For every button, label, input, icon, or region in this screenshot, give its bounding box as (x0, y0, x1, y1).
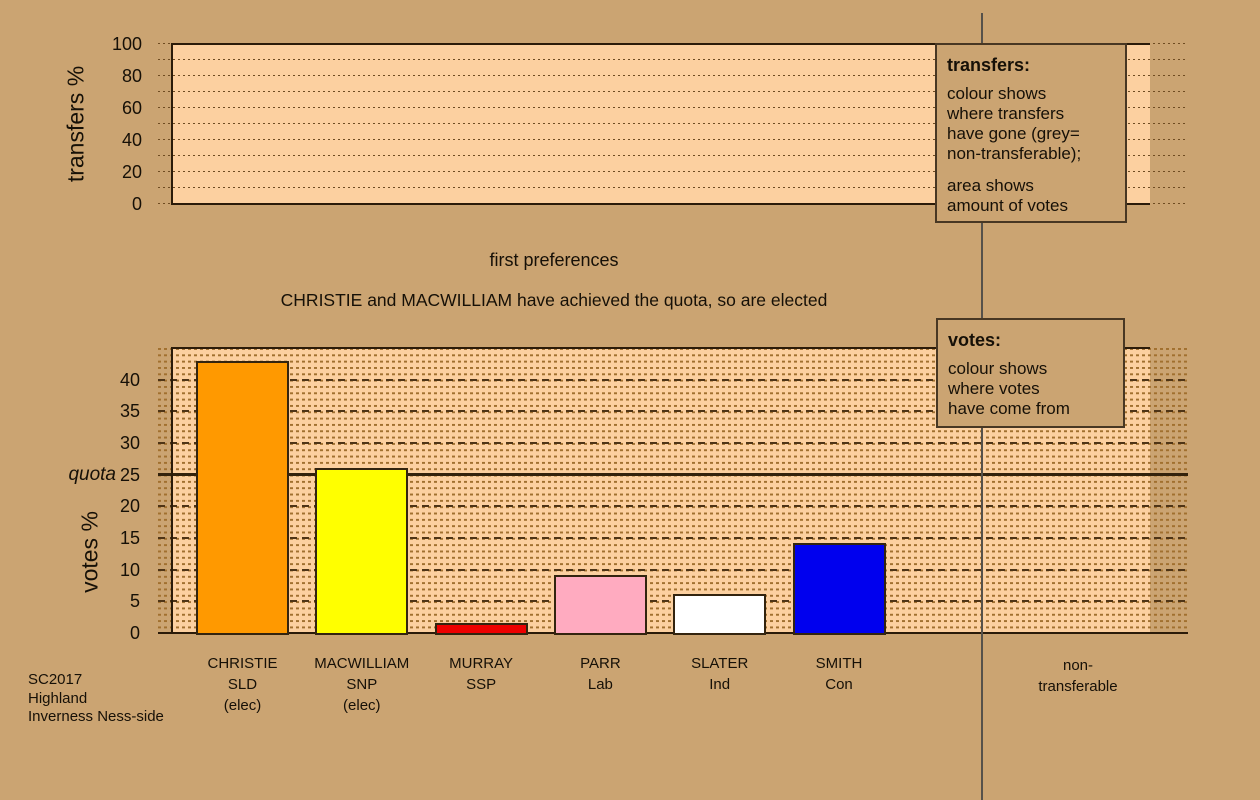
transfers-legend-title: transfers: (947, 55, 1031, 75)
transfers-top-line (172, 43, 1150, 45)
bar-CHRISTIE (196, 361, 289, 635)
votes-legend-box: votes: colour shows where votes have com… (936, 318, 1125, 428)
transfers-ytick-20: 20 (121, 162, 142, 182)
transfers-y-axis (171, 43, 173, 205)
votes-legend-body: colour shows where votes have come from (948, 359, 1070, 418)
transfers-baseline (172, 203, 1150, 205)
votes-ytick-20: 20 (119, 496, 140, 517)
votes-gridline-15 (158, 537, 1188, 539)
category-label-PARR: PARR Lab (580, 655, 621, 693)
transfers-gridline-50 (158, 123, 1188, 124)
votes-y-axis (171, 347, 173, 634)
category-label-CHRISTIE: CHRISTIE SLD (elec) (207, 655, 278, 714)
transfers-y-axis-title: transfers % (62, 65, 89, 183)
votes-gridline-20 (158, 505, 1188, 508)
transfers-gridline-80 (158, 75, 1188, 76)
election-id-text: SC2017 Highland Inverness Ness-side (28, 671, 164, 725)
votes-ytick-5: 5 (129, 591, 140, 612)
bar-MURRAY (434, 622, 528, 635)
transfers-legend-body-1: colour shows where transfers have gone (… (947, 84, 1082, 163)
votes-ytick-15: 15 (119, 528, 140, 548)
votes-ytick-10: 10 (119, 559, 140, 580)
transfers-gridline-10 (158, 187, 1188, 188)
bar-SLATER (673, 593, 767, 635)
stage-title: first preferences (489, 250, 619, 270)
votes-ytick-30: 30 (119, 433, 140, 453)
transfers-gridline-40 (158, 139, 1188, 140)
votes-legend-title: votes: (948, 330, 1002, 350)
votes-gridline-35 (158, 410, 1188, 413)
votes-baseline (158, 632, 1188, 634)
votes-ytick-0: 0 (129, 623, 140, 643)
votes-gridline-30 (158, 442, 1188, 444)
votes-top-line (172, 347, 1150, 349)
votes-gridline-5 (158, 600, 1188, 603)
bar-MACWILLIAM (315, 468, 409, 635)
transfers-legend-box: transfers: colour shows where transfers … (935, 43, 1127, 223)
transfers-ytick-0: 0 (131, 194, 142, 214)
transfers-legend-body-2: area shows amount of votes (947, 176, 1068, 215)
bar-PARR (553, 575, 647, 635)
category-label-MURRAY: MURRAY SSP (449, 655, 514, 693)
category-label-non-transferable: non- transferable (1038, 657, 1118, 695)
transfers-gridline-60 (158, 107, 1188, 108)
transfers-ytick-60: 60 (121, 98, 142, 118)
transfers-ytick-40: 40 (121, 130, 142, 150)
votes-ytick-40: 40 (119, 369, 140, 390)
transfers-gridline-90 (158, 59, 1188, 60)
transfers-gridline-70 (158, 91, 1188, 92)
bar-SMITH (792, 543, 886, 635)
category-label-SMITH: SMITH Con (815, 655, 863, 693)
votes-gridline-10 (158, 568, 1188, 571)
stage-subtitle: CHRISTIE and MACWILLIAM have achieved th… (280, 290, 828, 310)
votes-gridline-40 (158, 378, 1188, 381)
transfers-ytick-100: 100 (111, 34, 142, 54)
quota-line (158, 473, 1188, 477)
transfers-gridline-30 (158, 155, 1188, 156)
quota-label: quota (68, 463, 116, 485)
category-label-MACWILLIAM: MACWILLIAM SNP (elec) (314, 655, 410, 714)
votes-ytick-25: 25 (119, 464, 140, 485)
votes-ytick-35: 35 (119, 401, 140, 422)
transfers-ytick-80: 80 (121, 66, 142, 86)
transfers-gridline-20 (158, 171, 1188, 172)
votes-y-axis-title: votes % (76, 511, 103, 593)
category-label-SLATER: SLATER Ind (691, 655, 749, 693)
